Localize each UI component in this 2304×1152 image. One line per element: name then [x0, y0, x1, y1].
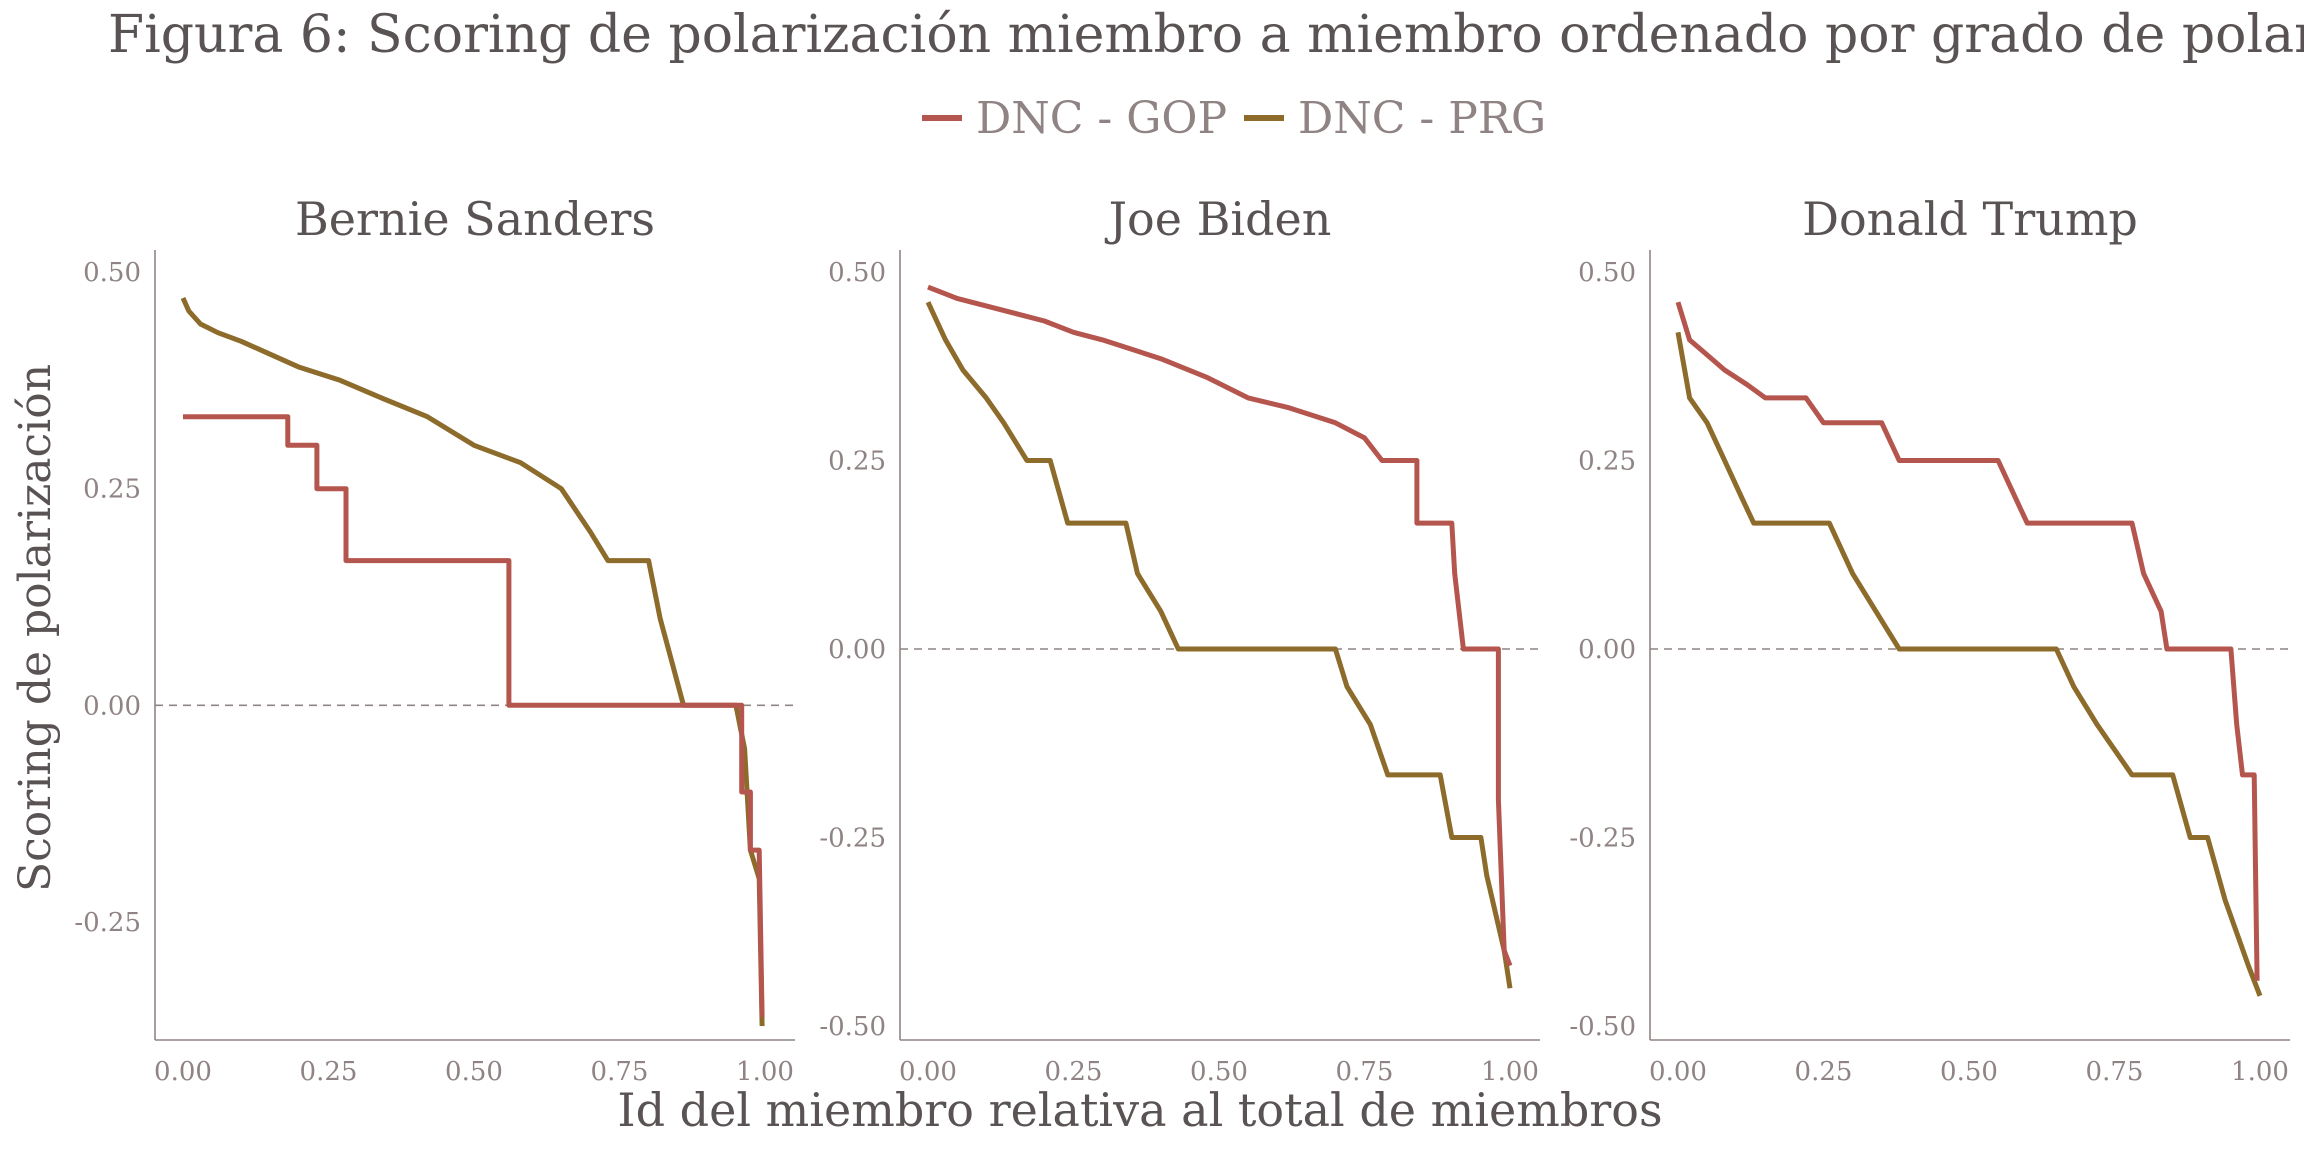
series-line-dnc-prg: [1675, 331, 2263, 997]
y-tick-label: 0.00: [828, 635, 886, 665]
y-tick-label: -0.25: [74, 908, 141, 938]
x-tick-label: 1.00: [2231, 1057, 2289, 1087]
y-tick-label: 0.50: [83, 258, 141, 288]
panel-title: Bernie Sanders: [295, 192, 655, 246]
series-line-dnc-gop: [927, 284, 1513, 967]
x-tick-label: 0.50: [445, 1057, 503, 1087]
panels: Bernie Sanders 0.50 0.25 0.00 -0.25 0.00 0.25 0…: [74, 192, 2290, 1087]
y-tick-label: -0.25: [819, 824, 886, 854]
x-tick-label: 0.50: [1940, 1057, 1998, 1087]
x-tick-label: 0.25: [1045, 1057, 1103, 1087]
panel-3: Donald Trump 0.50 0.25 0.00 -0.25 -0.50 0.00 0.…: [1569, 192, 2290, 1087]
x-axis-label: Id del miembro relativa al total de miem…: [617, 1083, 1662, 1137]
x-tick-label: 0.00: [154, 1057, 212, 1087]
x-tick-label: 1.00: [1481, 1057, 1539, 1087]
x-tick-label: 0.00: [899, 1057, 957, 1087]
y-tick-label: 0.50: [828, 258, 886, 288]
x-tick-label: 1.00: [736, 1057, 794, 1087]
y-tick-label: 0.00: [1578, 635, 1636, 665]
y-tick-label: -0.25: [1569, 824, 1636, 854]
panel-2: Joe Biden 0.50 0.25 0.00 -0.25 -0.50 0.00 0.25 0…: [819, 192, 1540, 1087]
panel-1: Bernie Sanders 0.50 0.25 0.00 -0.25 0.00 0.25 0…: [74, 192, 795, 1087]
x-tick-label: 0.25: [300, 1057, 358, 1087]
y-tick-label: 0.00: [83, 691, 141, 721]
series-line-dnc-gop: [1675, 301, 2260, 981]
x-tick-label: 0.75: [2086, 1057, 2144, 1087]
x-tick-label: 0.00: [1649, 1057, 1707, 1087]
panel-title: Joe Biden: [1105, 192, 1332, 246]
legend-label-gop: DNC - GOP: [976, 93, 1227, 144]
x-tick-label: 0.75: [1336, 1057, 1394, 1087]
x-tick-label: 0.75: [591, 1057, 649, 1087]
y-tick-label: 0.50: [1578, 258, 1636, 288]
x-tick-label: 0.50: [1190, 1057, 1248, 1087]
y-tick-label: -0.50: [819, 1012, 886, 1042]
series-line-dnc-gop: [183, 414, 765, 1018]
y-axis-label: Scoring de polarización: [10, 364, 61, 892]
y-tick-label: 0.25: [1578, 447, 1636, 477]
panel-title: Donald Trump: [1802, 192, 2138, 246]
series-line-dnc-prg: [925, 301, 1513, 989]
y-tick-label: -0.50: [1569, 1012, 1636, 1042]
series-line-dnc-prg: [180, 296, 765, 1027]
y-tick-label: 0.25: [828, 447, 886, 477]
figure-title: Figura 6: Scoring de polarización miembr…: [108, 5, 2304, 65]
legend: DNC - GOP DNC - PRG: [922, 93, 1546, 144]
x-tick-label: 0.25: [1795, 1057, 1853, 1087]
y-tick-label: 0.25: [83, 475, 141, 505]
legend-label-prg: DNC - PRG: [1298, 93, 1546, 144]
